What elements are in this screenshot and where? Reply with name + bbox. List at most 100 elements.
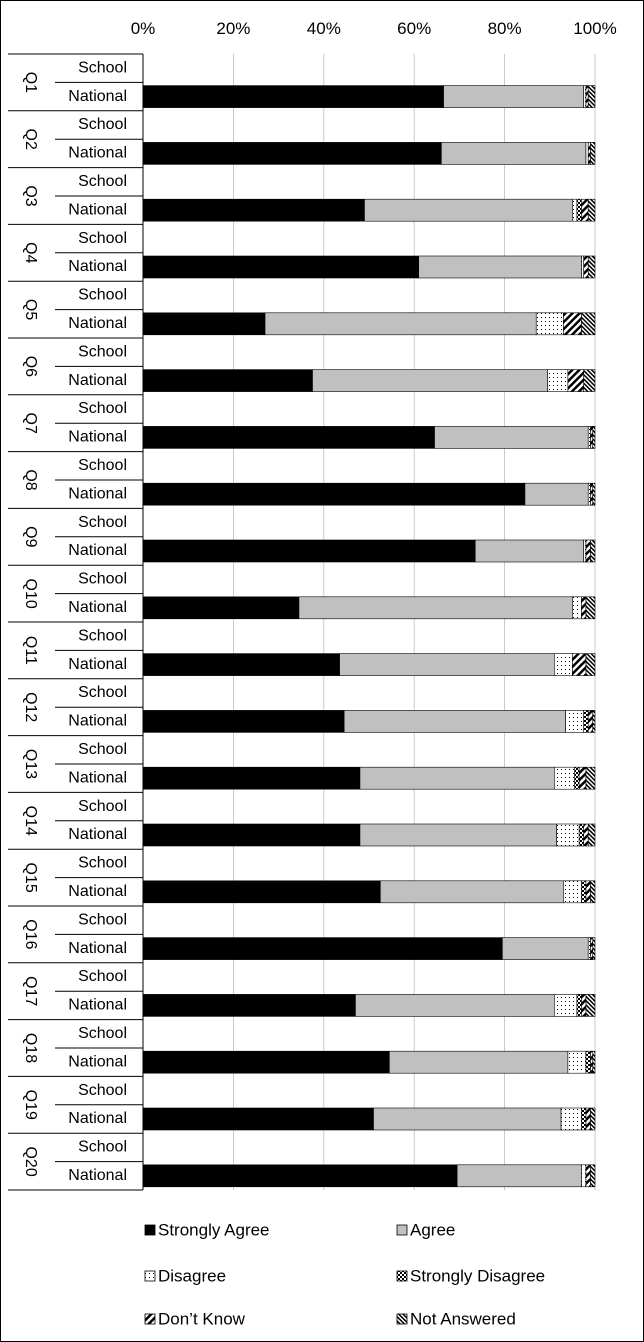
bar-don-t-know xyxy=(581,198,589,222)
bar-agree xyxy=(373,1107,562,1131)
legend-label-strongly-agree: Strongly Agree xyxy=(158,1220,270,1239)
row-label: National xyxy=(68,826,127,843)
bar-not-answered xyxy=(592,710,596,733)
question-label: Q2 xyxy=(22,129,39,150)
bar-agree xyxy=(434,426,589,449)
bar-strongly-agree xyxy=(142,937,503,960)
bar-not-answered xyxy=(592,1050,596,1074)
bar-disagree xyxy=(581,255,585,279)
bar-strongly-agree xyxy=(142,994,356,1017)
bar-disagree xyxy=(585,142,589,165)
question-label: Q17 xyxy=(22,976,39,1006)
row-label: School xyxy=(78,911,127,928)
question-label: Q18 xyxy=(22,1033,39,1063)
row-label: National xyxy=(68,485,127,502)
bar-strongly-agree xyxy=(142,653,340,676)
legend-label-disagree: Disagree xyxy=(158,1266,226,1285)
legend-label-agree: Agree xyxy=(410,1220,455,1239)
row-label: National xyxy=(68,1053,127,1070)
bar-strongly-agree xyxy=(142,369,313,392)
bar-strongly-agree xyxy=(142,596,300,620)
bar-agree xyxy=(359,823,557,847)
bar-disagree xyxy=(572,198,578,222)
row-label: National xyxy=(68,656,127,673)
bar-agree xyxy=(359,766,555,790)
bar-agree xyxy=(502,937,589,960)
row-label: National xyxy=(68,542,127,559)
row-label: School xyxy=(78,173,127,190)
bar-disagree xyxy=(563,880,582,904)
row-label: School xyxy=(78,287,127,304)
bar-agree xyxy=(389,1050,569,1074)
question-label: Q15 xyxy=(22,862,39,892)
bar-disagree xyxy=(587,426,591,449)
row-label: National xyxy=(68,940,127,957)
row-label: National xyxy=(68,88,127,105)
question-label: Q20 xyxy=(22,1146,39,1176)
bar-not-answered xyxy=(587,85,596,108)
bar-strongly-agree xyxy=(142,426,435,449)
bar-strongly-agree xyxy=(142,482,526,506)
bar-not-answered xyxy=(587,255,596,279)
row-label: National xyxy=(68,997,127,1014)
bar-agree xyxy=(443,85,584,108)
row-label: School xyxy=(78,343,127,360)
x-tick-label: 60% xyxy=(397,19,431,38)
bar-disagree xyxy=(572,596,582,620)
bar-strongly-agree xyxy=(142,710,345,733)
bar-strongly-disagree xyxy=(583,710,589,733)
bar-strongly-agree xyxy=(142,880,381,904)
row-label: School xyxy=(78,59,127,76)
bar-not-answered xyxy=(585,596,596,620)
question-label: Q10 xyxy=(22,578,39,608)
bar-not-answered xyxy=(590,142,596,165)
row-label: National xyxy=(68,429,127,446)
legend-swatch-agree xyxy=(396,1224,408,1236)
row-label: School xyxy=(78,1139,127,1156)
row-label: School xyxy=(78,798,127,815)
bar-don-t-know xyxy=(590,482,594,506)
bar-strongly-disagree xyxy=(585,1050,591,1074)
bar-don-t-know xyxy=(585,85,589,108)
bar-disagree xyxy=(554,766,575,790)
bar-disagree xyxy=(560,1107,582,1131)
bar-not-answered xyxy=(592,937,596,960)
legend-swatch-not-answered xyxy=(396,1313,408,1325)
bar-not-answered xyxy=(585,766,596,790)
row-label: School xyxy=(78,116,127,133)
bar-strongly-disagree xyxy=(578,823,584,847)
legend-swatch-strongly-disagree xyxy=(396,1270,408,1282)
bar-agree xyxy=(364,198,573,222)
bar-agree xyxy=(418,255,582,279)
bar-agree xyxy=(441,142,587,165)
bar-not-answered xyxy=(581,312,596,336)
bar-not-answered xyxy=(587,823,596,847)
bar-don-t-know xyxy=(583,255,589,279)
bar-don-t-know xyxy=(587,710,594,733)
question-label: Q8 xyxy=(22,469,39,490)
bar-don-t-know xyxy=(585,539,591,563)
bar-not-answered xyxy=(585,653,596,676)
legend-swatch-disagree xyxy=(144,1270,156,1282)
row-label: School xyxy=(78,230,127,247)
bar-agree xyxy=(474,539,585,563)
bar-agree xyxy=(298,596,573,620)
bar-agree xyxy=(355,994,555,1017)
x-tick-label: 40% xyxy=(307,19,341,38)
bar-don-t-know xyxy=(585,880,591,904)
bar-strongly-disagree xyxy=(581,880,587,904)
x-tick-label: 20% xyxy=(216,19,250,38)
bar-strongly-disagree xyxy=(574,766,580,790)
legend-swatch-strongly-agree xyxy=(144,1224,156,1236)
row-label: National xyxy=(68,1167,127,1184)
bar-don-t-know xyxy=(567,369,585,392)
question-label: Q14 xyxy=(22,806,39,836)
row-label: National xyxy=(68,201,127,218)
bar-don-t-know xyxy=(583,823,589,847)
row-label: National xyxy=(68,599,127,616)
legend-swatch-don-t-know xyxy=(144,1313,156,1325)
bar-strongly-agree xyxy=(142,539,476,563)
x-tick-label: 80% xyxy=(488,19,522,38)
